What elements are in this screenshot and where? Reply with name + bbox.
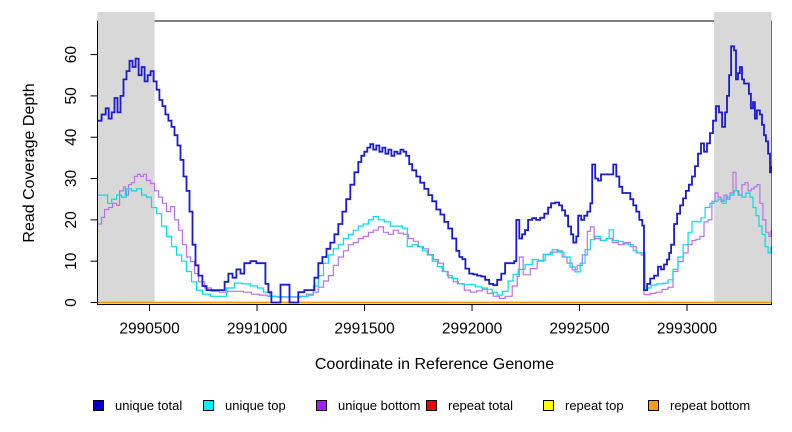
legend-label: unique top <box>225 397 286 413</box>
legend-item-repeat-bottom: repeat bottom <box>648 397 751 413</box>
series-line-unique-bottom <box>97 171 772 299</box>
legend-label: unique total <box>115 397 183 413</box>
legend-item-repeat-total: repeat total <box>426 397 514 413</box>
legend-label: unique bottom <box>338 397 421 413</box>
y-tick-label: 10 <box>63 252 80 270</box>
plot-border <box>97 20 772 305</box>
y-tick-label: 30 <box>63 170 80 188</box>
x-axis-title: Coordinate in Reference Genome <box>314 356 555 373</box>
y-axis-title: Read Coverage Depth <box>21 83 38 243</box>
legend-item-unique-top: unique top <box>203 397 286 413</box>
legend-item-unique-total: unique total <box>93 397 183 413</box>
shaded-region <box>714 12 772 303</box>
y-tick-label: 20 <box>63 211 80 229</box>
x-tick-label: 2992500 <box>549 321 610 338</box>
legend-swatch-unique-total <box>93 399 104 411</box>
x-tick-label: 2990500 <box>119 321 180 338</box>
y-tick-label: 60 <box>63 46 80 64</box>
legend-label: repeat total <box>448 397 514 413</box>
y-tick-label: 0 <box>63 298 80 307</box>
legend-label: repeat bottom <box>670 397 751 413</box>
legend-item-repeat-top: repeat top <box>543 397 624 413</box>
legend-item-unique-bottom: unique bottom <box>316 397 421 413</box>
x-tick-label: 2992000 <box>442 321 503 338</box>
x-tick-label: 2991500 <box>334 321 395 338</box>
legend-swatch-unique-bottom <box>316 399 327 411</box>
shaded-region <box>97 12 155 303</box>
y-tick-label: 40 <box>63 128 80 146</box>
series-line-unique-top <box>97 188 772 298</box>
legend-swatch-repeat-top <box>543 399 554 411</box>
y-tick-label: 50 <box>63 87 80 105</box>
legend-label: repeat top <box>565 397 624 413</box>
legend-swatch-repeat-bottom <box>648 399 659 411</box>
x-tick-label: 2991000 <box>227 321 288 338</box>
x-tick-label: 2993000 <box>657 321 718 338</box>
legend-swatch-unique-top <box>203 399 214 411</box>
series-line-unique-total <box>97 45 772 304</box>
legend-swatch-repeat-total <box>426 399 437 411</box>
